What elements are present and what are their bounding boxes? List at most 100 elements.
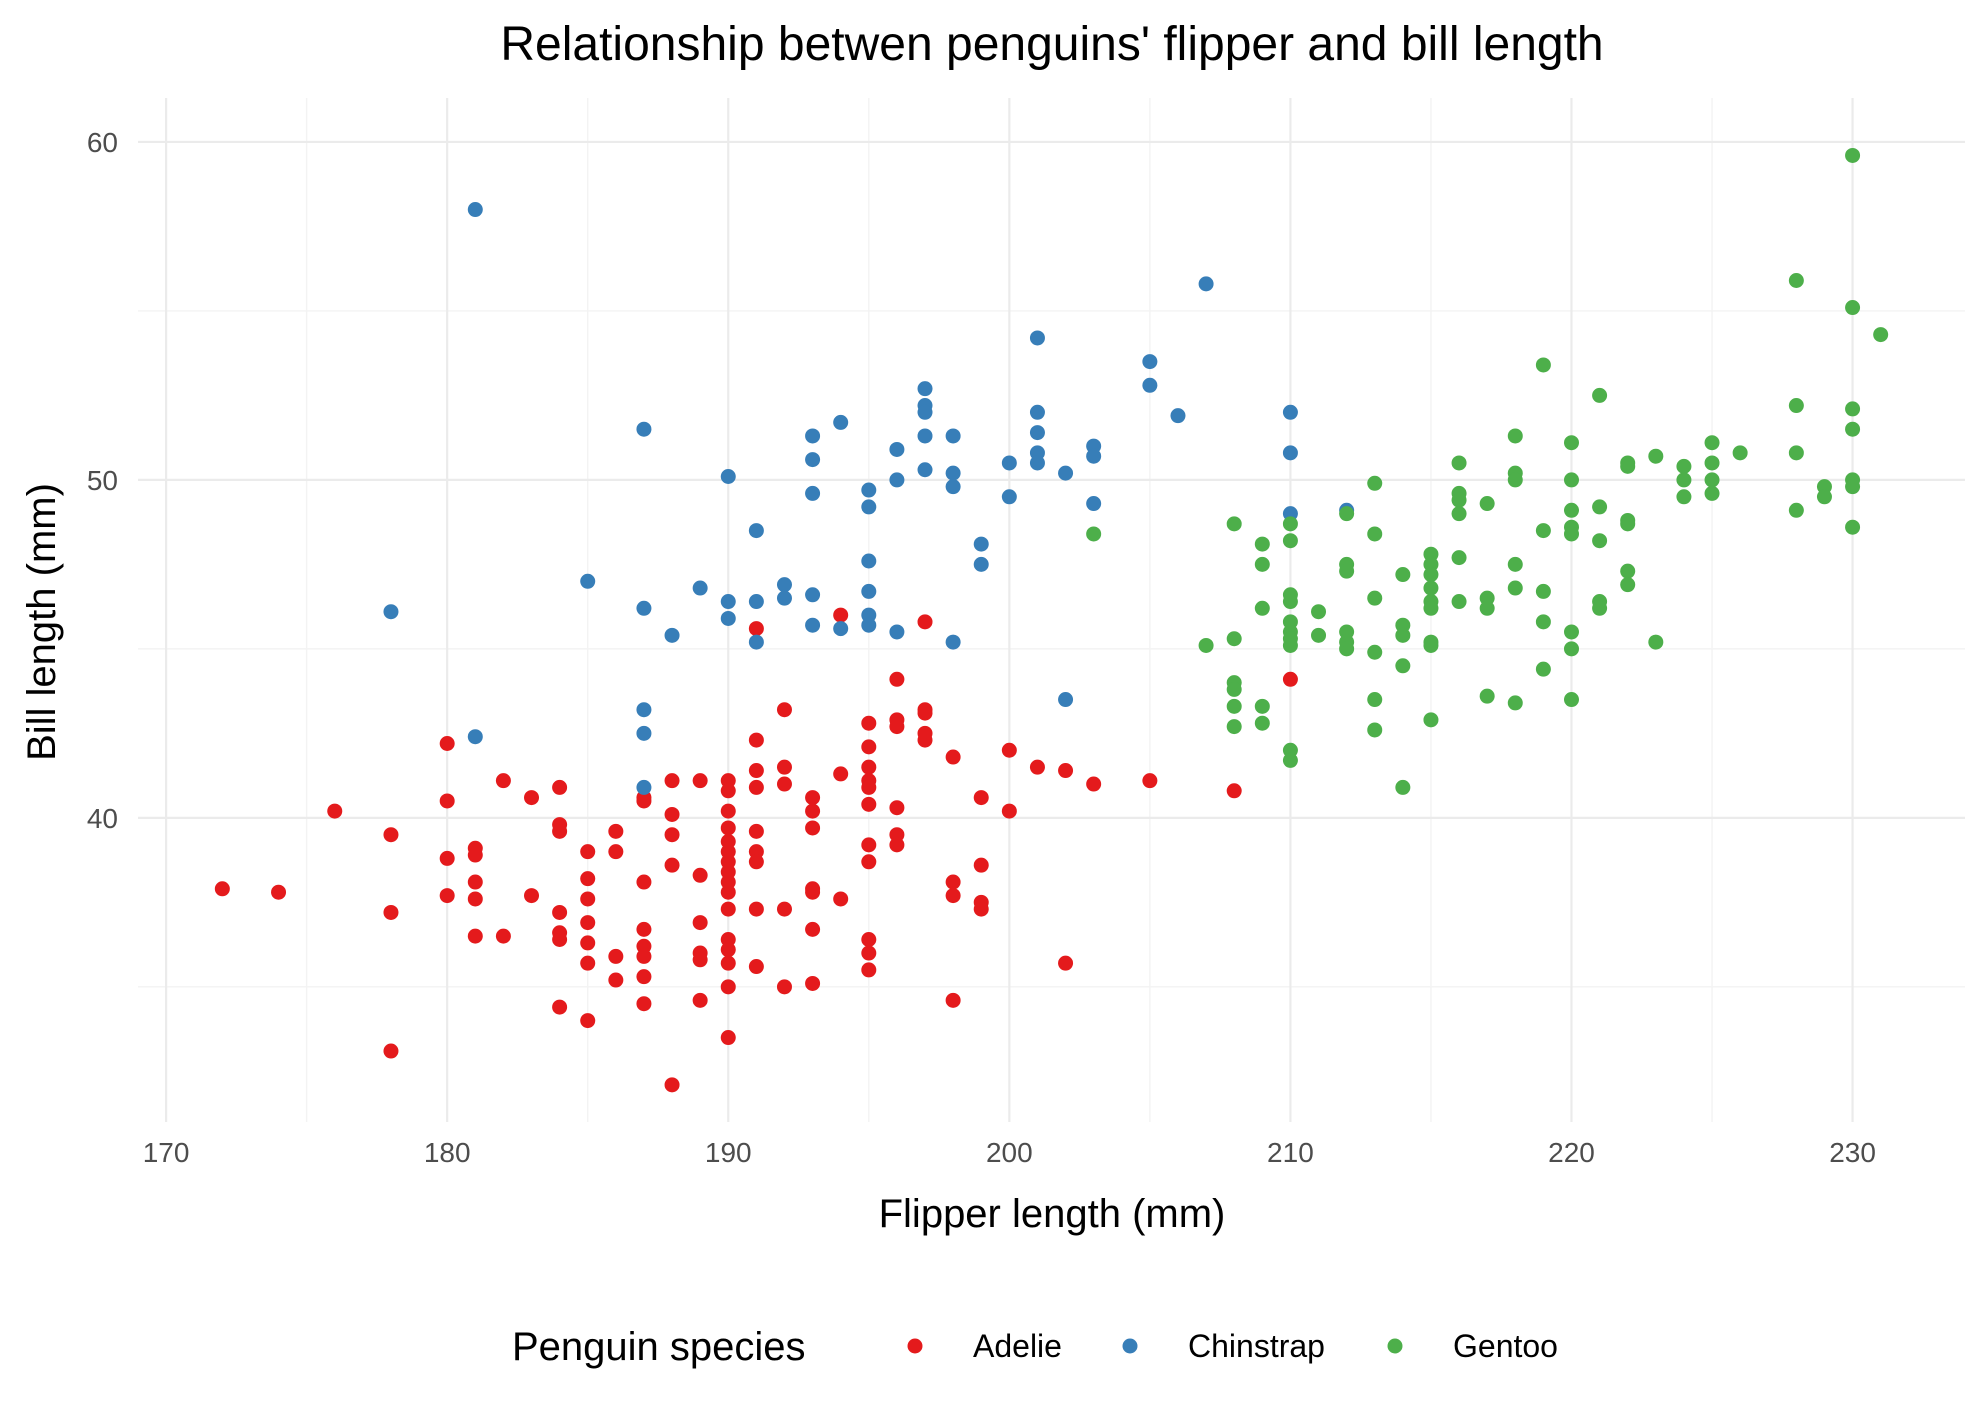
x-tick-label: 180 — [424, 1137, 471, 1168]
point-chinstrap — [1142, 377, 1158, 393]
point-chinstrap — [917, 404, 933, 420]
point-chinstrap — [1029, 425, 1045, 441]
point-adelie — [748, 621, 764, 637]
legend-key-chinstrap — [1122, 1338, 1138, 1354]
point-gentoo — [1395, 779, 1411, 795]
point-adelie — [552, 823, 568, 839]
point-adelie — [861, 796, 877, 812]
point-adelie — [439, 888, 455, 904]
point-adelie — [748, 823, 764, 839]
legend-item-gentoo: Gentoo — [1387, 1328, 1558, 1364]
point-adelie — [608, 972, 624, 988]
point-adelie — [1058, 955, 1074, 971]
point-adelie — [861, 715, 877, 731]
point-chinstrap — [636, 421, 652, 437]
point-gentoo — [1395, 658, 1411, 674]
point-gentoo — [1816, 489, 1832, 505]
point-chinstrap — [748, 634, 764, 650]
point-adelie — [580, 871, 596, 887]
point-gentoo — [1479, 496, 1495, 512]
point-adelie — [748, 732, 764, 748]
point-gentoo — [1226, 681, 1242, 697]
point-chinstrap — [1282, 445, 1298, 461]
point-chinstrap — [1058, 692, 1074, 708]
point-adelie — [720, 901, 736, 917]
point-chinstrap — [861, 482, 877, 498]
legend-item-chinstrap: Chinstrap — [1122, 1328, 1325, 1364]
point-chinstrap — [945, 465, 961, 481]
point-chinstrap — [945, 634, 961, 650]
point-adelie — [439, 735, 455, 751]
point-adelie — [720, 955, 736, 971]
point-gentoo — [1788, 502, 1804, 518]
point-gentoo — [1226, 631, 1242, 647]
point-chinstrap — [945, 428, 961, 444]
point-gentoo — [1648, 448, 1664, 464]
point-gentoo — [1676, 472, 1692, 488]
x-axis-ticks: 170 180 190 200 210 220 230 — [143, 1137, 1876, 1168]
point-adelie — [720, 884, 736, 900]
point-adelie — [552, 779, 568, 795]
point-gentoo — [1563, 472, 1579, 488]
point-adelie — [580, 1013, 596, 1029]
point-gentoo — [1367, 722, 1383, 738]
point-gentoo — [1620, 516, 1636, 532]
point-gentoo — [1845, 421, 1861, 437]
point-chinstrap — [805, 587, 821, 603]
point-chinstrap — [1001, 489, 1017, 505]
point-gentoo — [1732, 445, 1748, 461]
point-gentoo — [1563, 502, 1579, 518]
point-adelie — [861, 945, 877, 961]
point-gentoo — [1451, 455, 1467, 471]
point-gentoo — [1592, 499, 1608, 515]
point-gentoo — [1507, 556, 1523, 572]
point-adelie — [692, 867, 708, 883]
point-gentoo — [1535, 583, 1551, 599]
point-chinstrap — [692, 580, 708, 596]
point-gentoo — [1282, 516, 1298, 532]
point-gentoo — [1282, 594, 1298, 610]
point-adelie — [495, 773, 511, 789]
point-gentoo — [1339, 563, 1355, 579]
point-gentoo — [1423, 580, 1439, 596]
point-chinstrap — [889, 441, 905, 457]
point-gentoo — [1254, 556, 1270, 572]
point-chinstrap — [1058, 465, 1074, 481]
point-chinstrap — [833, 414, 849, 430]
x-tick-label: 220 — [1548, 1137, 1595, 1168]
point-adelie — [1001, 742, 1017, 758]
point-adelie — [692, 915, 708, 931]
point-gentoo — [1254, 698, 1270, 714]
point-chinstrap — [805, 452, 821, 468]
point-adelie — [524, 888, 540, 904]
point-gentoo — [1479, 688, 1495, 704]
point-gentoo — [1507, 472, 1523, 488]
point-adelie — [327, 803, 343, 819]
point-gentoo — [1423, 567, 1439, 583]
point-gentoo — [1535, 523, 1551, 539]
point-gentoo — [1620, 577, 1636, 593]
point-gentoo — [1339, 506, 1355, 522]
point-adelie — [833, 891, 849, 907]
point-adelie — [580, 935, 596, 951]
point-adelie — [580, 915, 596, 931]
point-adelie — [636, 793, 652, 809]
point-chinstrap — [805, 617, 821, 633]
x-tick-label: 170 — [143, 1137, 190, 1168]
point-chinstrap — [1282, 404, 1298, 420]
x-tick-label: 190 — [705, 1137, 752, 1168]
point-chinstrap — [776, 577, 792, 593]
point-chinstrap — [580, 573, 596, 589]
point-gentoo — [1423, 712, 1439, 728]
point-gentoo — [1423, 600, 1439, 616]
chart-title: Relationship betwen penguins' flipper an… — [500, 18, 1603, 71]
point-gentoo — [1676, 458, 1692, 474]
point-gentoo — [1367, 526, 1383, 542]
point-chinstrap — [1029, 330, 1045, 346]
point-chinstrap — [973, 556, 989, 572]
point-gentoo — [1563, 624, 1579, 640]
point-adelie — [383, 904, 399, 920]
point-adelie — [861, 837, 877, 853]
point-adelie — [805, 884, 821, 900]
point-gentoo — [1704, 435, 1720, 451]
